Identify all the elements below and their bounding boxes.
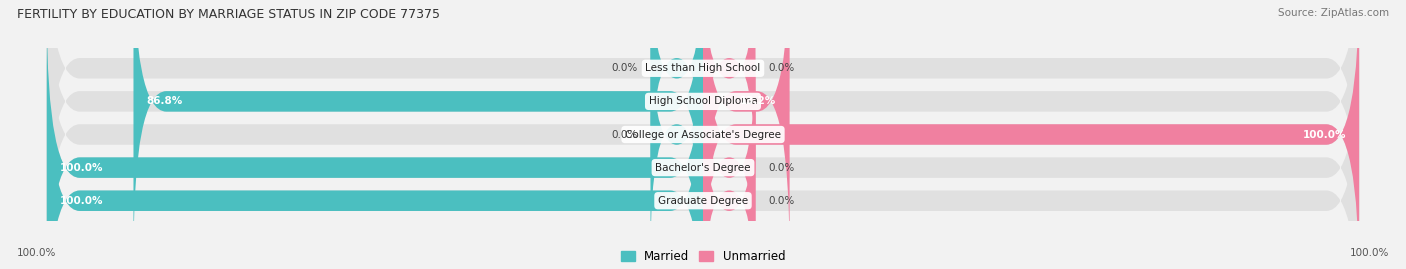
FancyBboxPatch shape	[134, 0, 703, 257]
FancyBboxPatch shape	[651, 12, 703, 257]
Text: College or Associate's Degree: College or Associate's Degree	[626, 129, 780, 140]
FancyBboxPatch shape	[703, 0, 755, 190]
FancyBboxPatch shape	[46, 45, 1360, 269]
Text: 0.0%: 0.0%	[769, 162, 794, 173]
Text: Bachelor's Degree: Bachelor's Degree	[655, 162, 751, 173]
FancyBboxPatch shape	[46, 0, 1360, 224]
Text: 13.2%: 13.2%	[740, 96, 776, 107]
Text: FERTILITY BY EDUCATION BY MARRIAGE STATUS IN ZIP CODE 77375: FERTILITY BY EDUCATION BY MARRIAGE STATU…	[17, 8, 440, 21]
Text: 0.0%: 0.0%	[612, 63, 637, 73]
Text: 100.0%: 100.0%	[17, 248, 56, 258]
FancyBboxPatch shape	[703, 79, 755, 269]
FancyBboxPatch shape	[46, 12, 1360, 269]
FancyBboxPatch shape	[46, 0, 1360, 257]
Text: 0.0%: 0.0%	[769, 63, 794, 73]
Text: Less than High School: Less than High School	[645, 63, 761, 73]
FancyBboxPatch shape	[703, 0, 1360, 269]
Legend: Married, Unmarried: Married, Unmarried	[620, 250, 786, 263]
Text: 100.0%: 100.0%	[1350, 248, 1389, 258]
FancyBboxPatch shape	[651, 0, 703, 190]
Text: 100.0%: 100.0%	[60, 196, 104, 206]
Text: 86.8%: 86.8%	[146, 96, 183, 107]
FancyBboxPatch shape	[703, 0, 790, 257]
Text: High School Diploma: High School Diploma	[648, 96, 758, 107]
Text: 100.0%: 100.0%	[60, 162, 104, 173]
Text: Source: ZipAtlas.com: Source: ZipAtlas.com	[1278, 8, 1389, 18]
Text: 100.0%: 100.0%	[1302, 129, 1346, 140]
FancyBboxPatch shape	[46, 45, 703, 269]
FancyBboxPatch shape	[46, 12, 703, 269]
Text: Graduate Degree: Graduate Degree	[658, 196, 748, 206]
Text: 0.0%: 0.0%	[612, 129, 637, 140]
Text: 0.0%: 0.0%	[769, 196, 794, 206]
FancyBboxPatch shape	[46, 0, 1360, 269]
FancyBboxPatch shape	[703, 45, 755, 269]
